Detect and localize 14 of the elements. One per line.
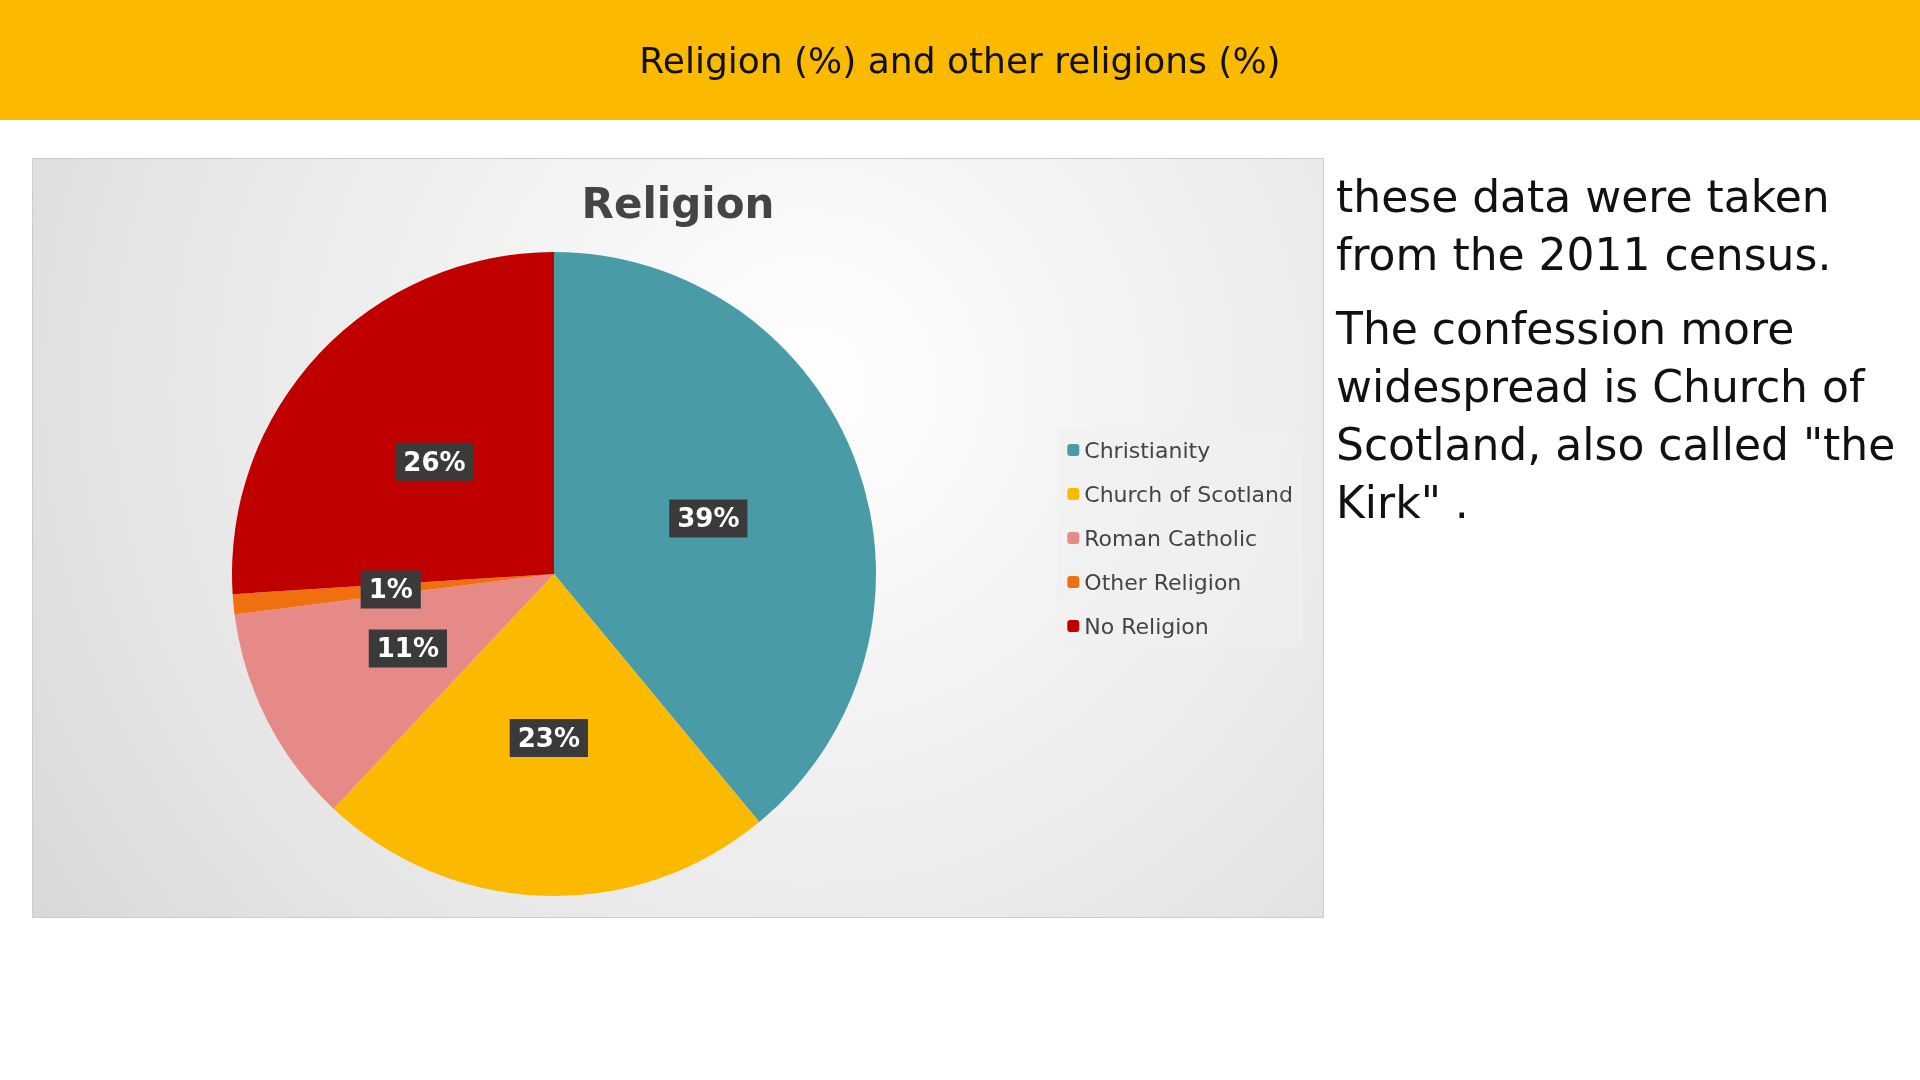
legend-label: Church of Scotland [1084, 481, 1294, 507]
legend-label: Roman Catholic [1084, 525, 1258, 551]
text: these data were taken from the 2011 census. [1336, 170, 1833, 282]
text: Religion (%) and other religions (%) [0, 0, 1920, 120]
legend-label: Christianity [1084, 437, 1211, 463]
chart-title: Religion [581, 178, 775, 228]
legend-label: Other Religion [1084, 569, 1242, 595]
data-label: 26% [403, 446, 466, 477]
legend-label: No Religion [1084, 613, 1209, 639]
data-label: 39% [677, 503, 740, 534]
data-label: 1% [368, 574, 413, 605]
data-label: 11% [376, 633, 439, 664]
data-label: 23% [517, 722, 580, 753]
text: The confession more widespread is Church of Scotland, also called "the Kirk" . [1336, 302, 1896, 530]
